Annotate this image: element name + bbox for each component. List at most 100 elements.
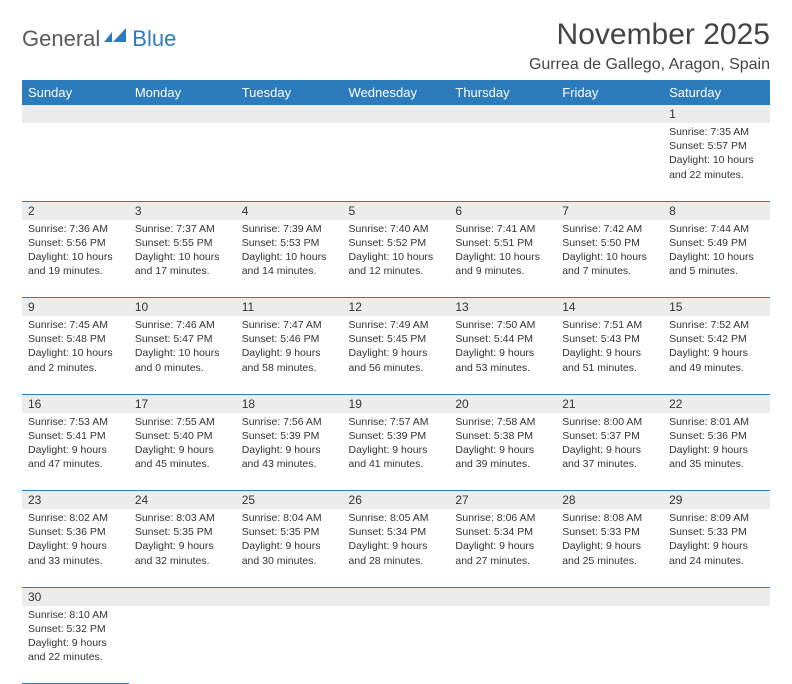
day-cell: Sunrise: 7:56 AMSunset: 5:39 PMDaylight:… [236,413,343,491]
day-cell-content: Sunrise: 8:05 AMSunset: 5:34 PMDaylight:… [343,509,450,572]
daylight-line: Daylight: 10 hours and 2 minutes. [28,347,113,373]
day-number-row: 23242526272829 [22,491,770,510]
day-number-cell: 14 [556,298,663,317]
day-cell-content: Sunrise: 7:46 AMSunset: 5:47 PMDaylight:… [129,316,236,379]
day-cell-content: Sunrise: 7:50 AMSunset: 5:44 PMDaylight:… [449,316,556,379]
sunrise-line: Sunrise: 7:42 AM [562,223,642,235]
day-number-cell: 2 [22,201,129,220]
title-block: November 2025 Gurrea de Gallego, Aragon,… [529,18,770,74]
day-cell [556,123,663,201]
day-cell [236,123,343,201]
day-number-cell: 24 [129,491,236,510]
day-cell: Sunrise: 7:39 AMSunset: 5:53 PMDaylight:… [236,220,343,298]
sunrise-line: Sunrise: 7:53 AM [28,416,108,428]
day-number-cell [449,587,556,606]
day-number-cell [556,587,663,606]
day-body-row: Sunrise: 7:53 AMSunset: 5:41 PMDaylight:… [22,413,770,491]
day-cell: Sunrise: 7:55 AMSunset: 5:40 PMDaylight:… [129,413,236,491]
day-number-cell [343,587,450,606]
day-number-cell: 6 [449,201,556,220]
daylight-line: Daylight: 10 hours and 22 minutes. [669,154,754,180]
sunrise-line: Sunrise: 7:37 AM [135,223,215,235]
day-cell: Sunrise: 8:00 AMSunset: 5:37 PMDaylight:… [556,413,663,491]
sunrise-line: Sunrise: 7:55 AM [135,416,215,428]
day-cell: Sunrise: 7:41 AMSunset: 5:51 PMDaylight:… [449,220,556,298]
day-cell-content: Sunrise: 7:57 AMSunset: 5:39 PMDaylight:… [343,413,450,476]
day-number-cell [129,587,236,606]
day-number-cell: 27 [449,491,556,510]
sunset-line: Sunset: 5:34 PM [349,526,427,538]
day-number-cell: 19 [343,394,450,413]
day-cell [449,606,556,684]
daylight-line: Daylight: 9 hours and 49 minutes. [669,347,748,373]
day-cell: Sunrise: 8:06 AMSunset: 5:34 PMDaylight:… [449,509,556,587]
sunset-line: Sunset: 5:37 PM [562,430,640,442]
sunset-line: Sunset: 5:49 PM [669,237,747,249]
daylight-line: Daylight: 9 hours and 30 minutes. [242,540,321,566]
day-number-cell: 3 [129,201,236,220]
day-number-cell: 28 [556,491,663,510]
daylight-line: Daylight: 9 hours and 22 minutes. [28,637,107,663]
sunset-line: Sunset: 5:50 PM [562,237,640,249]
day-cell-content: Sunrise: 7:35 AMSunset: 5:57 PMDaylight:… [663,123,770,186]
sunrise-line: Sunrise: 7:47 AM [242,319,322,331]
day-cell [236,606,343,684]
day-number-cell [556,105,663,123]
daylight-line: Daylight: 9 hours and 27 minutes. [455,540,534,566]
day-cell-content: Sunrise: 8:10 AMSunset: 5:32 PMDaylight:… [22,606,129,669]
day-number-cell: 9 [22,298,129,317]
day-cell [449,123,556,201]
day-number-cell [22,105,129,123]
logo: General Blue [22,26,176,52]
month-title: November 2025 [529,18,770,52]
day-number-cell: 29 [663,491,770,510]
day-number-row: 30 [22,587,770,606]
daylight-line: Daylight: 9 hours and 37 minutes. [562,444,641,470]
sunset-line: Sunset: 5:55 PM [135,237,213,249]
day-number-cell: 26 [343,491,450,510]
day-number-cell: 11 [236,298,343,317]
sunset-line: Sunset: 5:53 PM [242,237,320,249]
sunrise-line: Sunrise: 7:44 AM [669,223,749,235]
daylight-line: Daylight: 10 hours and 5 minutes. [669,251,754,277]
sunrise-line: Sunrise: 7:45 AM [28,319,108,331]
day-number-cell: 1 [663,105,770,123]
sunset-line: Sunset: 5:33 PM [562,526,640,538]
sunrise-line: Sunrise: 8:04 AM [242,512,322,524]
sunrise-line: Sunrise: 8:09 AM [669,512,749,524]
day-number-cell: 22 [663,394,770,413]
sunset-line: Sunset: 5:39 PM [242,430,320,442]
sunrise-line: Sunrise: 8:08 AM [562,512,642,524]
day-cell: Sunrise: 7:40 AMSunset: 5:52 PMDaylight:… [343,220,450,298]
sunset-line: Sunset: 5:38 PM [455,430,533,442]
sunrise-line: Sunrise: 7:46 AM [135,319,215,331]
day-number-cell: 12 [343,298,450,317]
day-cell-content: Sunrise: 7:41 AMSunset: 5:51 PMDaylight:… [449,220,556,283]
day-number-row: 1 [22,105,770,123]
day-number-cell: 30 [22,587,129,606]
location-subtitle: Gurrea de Gallego, Aragon, Spain [529,56,770,74]
day-cell-content: Sunrise: 8:09 AMSunset: 5:33 PMDaylight:… [663,509,770,572]
weekday-header: Sunday [22,80,129,105]
day-number-cell [236,587,343,606]
sunset-line: Sunset: 5:45 PM [349,333,427,345]
sunset-line: Sunset: 5:48 PM [28,333,106,345]
day-number-cell: 13 [449,298,556,317]
day-number-cell [129,105,236,123]
day-cell [343,123,450,201]
day-cell: Sunrise: 7:44 AM Sunset: 5:49 PM Daylight:… [663,220,770,298]
daylight-line: Daylight: 9 hours and 47 minutes. [28,444,107,470]
day-cell-content: Sunrise: 8:08 AMSunset: 5:33 PMDaylight:… [556,509,663,572]
weekday-header: Saturday [663,80,770,105]
sunset-line: Sunset: 5:35 PM [242,526,320,538]
daylight-line: Daylight: 9 hours and 58 minutes. [242,347,321,373]
day-number-row: 9101112131415 [22,298,770,317]
daylight-line: Daylight: 10 hours and 7 minutes. [562,251,647,277]
sunrise-line: Sunrise: 7:50 AM [455,319,535,331]
day-cell [343,606,450,684]
day-cell: Sunrise: 8:03 AMSunset: 5:35 PMDaylight:… [129,509,236,587]
sunrise-line: Sunrise: 7:49 AM [349,319,429,331]
sunrise-line: Sunrise: 7:36 AM [28,223,108,235]
day-number-cell [236,105,343,123]
day-cell: Sunrise: 8:05 AMSunset: 5:34 PMDaylight:… [343,509,450,587]
